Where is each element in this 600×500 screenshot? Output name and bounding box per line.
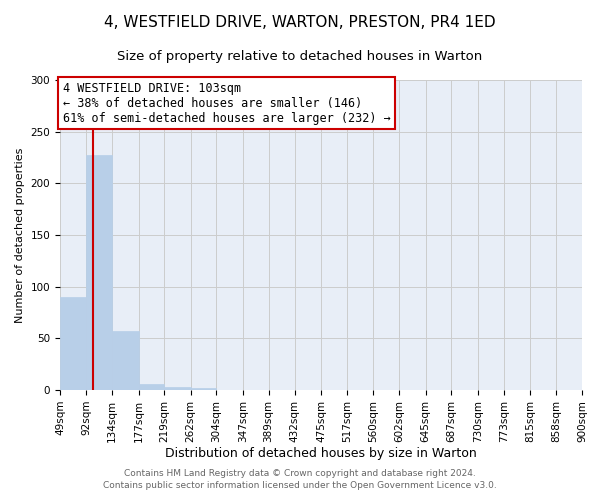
Text: Contains public sector information licensed under the Open Government Licence v3: Contains public sector information licen… (103, 481, 497, 490)
X-axis label: Distribution of detached houses by size in Warton: Distribution of detached houses by size … (165, 448, 477, 460)
Bar (60, 297, 86, 390)
Bar (164, 387, 191, 390)
Bar (191, 388, 217, 390)
Bar (139, 384, 164, 390)
Text: Contains HM Land Registry data © Crown copyright and database right 2024.: Contains HM Land Registry data © Crown c… (124, 468, 476, 477)
Text: Size of property relative to detached houses in Warton: Size of property relative to detached ho… (118, 50, 482, 63)
Text: 4 WESTFIELD DRIVE: 103sqm
← 38% of detached houses are smaller (146)
61% of semi: 4 WESTFIELD DRIVE: 103sqm ← 38% of detac… (62, 82, 391, 124)
Bar (112, 331, 139, 390)
Y-axis label: Number of detached properties: Number of detached properties (15, 148, 25, 322)
Text: 4, WESTFIELD DRIVE, WARTON, PRESTON, PR4 1ED: 4, WESTFIELD DRIVE, WARTON, PRESTON, PR4… (104, 15, 496, 30)
Bar (86, 156, 112, 390)
